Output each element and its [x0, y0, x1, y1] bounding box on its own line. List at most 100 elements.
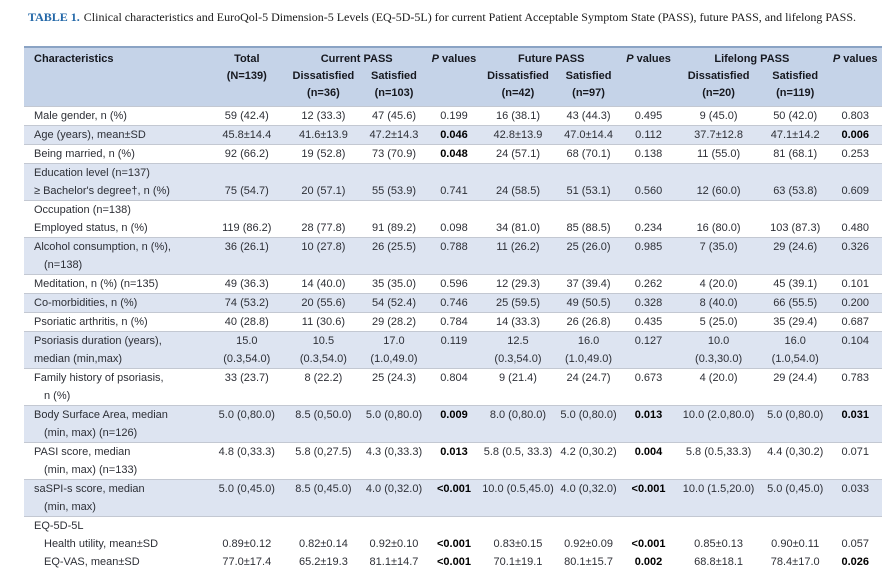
data-cell: 92 (66.2) — [207, 144, 287, 164]
table-row: Body Surface Area, median 5.0 (0,80.0) 8.5… — [24, 405, 882, 424]
data-cell — [286, 424, 361, 443]
data-cell: 16.0 — [761, 331, 829, 350]
row-label: EQ-5D-5L — [34, 520, 84, 532]
table-row: PASI score, median 4.8 (0,33.3) 5.8 (0,27.… — [24, 443, 882, 462]
p-value-cell: 0.560 — [621, 182, 676, 201]
p-value-cell: 0.609 — [828, 182, 882, 201]
data-cell: 12 (29.3) — [480, 274, 556, 294]
data-cell: (0.3,54.0) — [207, 350, 287, 369]
p-value-cell: 0.119 — [427, 331, 481, 350]
header-subgroup: Dissatisfied (n=20) — [675, 68, 762, 107]
p-value-cell: 0.435 — [621, 312, 676, 332]
p-value-cell: <0.001 — [621, 479, 676, 498]
p-value-cell — [621, 461, 676, 480]
p-value-cell — [621, 424, 676, 443]
data-cell — [360, 498, 428, 517]
data-cell: 47.2±14.3 — [360, 125, 428, 145]
data-cell — [207, 424, 287, 443]
p-value-cell — [828, 517, 882, 536]
data-cell: 0.92±0.09 — [564, 538, 613, 550]
data-cell: 35 (29.4) — [761, 312, 829, 332]
p-value-cell: 0.009 — [427, 405, 481, 424]
data-cell — [481, 517, 556, 536]
data-cell — [207, 461, 287, 480]
table-body: Male gender, n (%) 59 (42.4) 12 (33.3) 47 (… — [24, 106, 882, 571]
data-cell — [761, 498, 829, 517]
header-subgroup: Satisfied (n=103) — [360, 68, 428, 107]
data-cell: 26 (26.8) — [555, 312, 622, 332]
data-cell: 10.0 (0.5,45.0) — [480, 479, 556, 498]
data-cell: 43 (44.3) — [555, 106, 622, 126]
data-cell: 12 (33.3) — [286, 106, 361, 126]
data-cell: 8.0 (0,80.0) — [480, 405, 556, 424]
header-subgroup: Dissatisfied (n=42) — [480, 68, 556, 107]
data-cell — [675, 256, 762, 275]
data-cell: 77.0±17.4 — [207, 553, 287, 571]
p-value-cell: 0.788 — [427, 237, 481, 256]
header-subgroup: Satisfied (n=97) — [555, 68, 622, 107]
header-characteristics: Characteristics — [24, 47, 208, 107]
table-row: (min, max) (n=126) — [24, 424, 882, 443]
row-label: Psoriasis duration (years), — [24, 331, 208, 350]
p-value-cell: <0.001 — [427, 553, 481, 571]
p-value-cell — [828, 461, 882, 480]
data-cell: 25 (24.3) — [371, 372, 416, 384]
p-value-cell — [621, 387, 676, 406]
table-row: Meditation, n (%) (n=135) 49 (36.3) 14 (40… — [24, 274, 882, 294]
data-cell — [675, 387, 762, 406]
data-cell — [360, 256, 428, 275]
row-label: Age (years), mean±SD — [24, 125, 208, 145]
table-row: n (%) — [24, 387, 882, 406]
p-value-cell: 0.104 — [828, 331, 882, 350]
data-cell — [286, 163, 361, 182]
p-value-cell: 0.741 — [427, 182, 481, 201]
data-cell: 85 (88.5) — [555, 219, 622, 238]
row-label: EQ-VAS, mean±SD — [24, 553, 208, 571]
table-row: Psoriasis duration (years), 15.0 10.5 17.0 0… — [24, 331, 882, 350]
data-cell — [480, 424, 556, 443]
p-value-cell — [828, 201, 882, 220]
data-cell: 33 (23.7) — [224, 372, 269, 384]
data-cell: 12.5 — [480, 331, 556, 350]
data-cell: 4 (20.0) — [675, 274, 762, 294]
data-cell: 0.82±0.14 — [298, 538, 348, 550]
header-current-pass: Current PASS — [286, 47, 428, 68]
data-cell: (0.3,30.0) — [675, 350, 762, 369]
p-value-cell: 0.127 — [621, 331, 676, 350]
table-row: (min, max) (n=133) — [24, 461, 882, 480]
data-cell: 7 (35.0) — [675, 237, 762, 256]
p-value-cell: <0.001 — [436, 538, 471, 550]
p-value-cell: 0.985 — [621, 237, 676, 256]
data-cell — [555, 517, 622, 536]
data-cell: 80.1±15.7 — [555, 553, 622, 571]
data-cell — [555, 201, 622, 220]
data-cell: 4 (20.0) — [699, 372, 738, 384]
data-cell: 14 (40.0) — [286, 274, 361, 294]
p-value-cell: 0.101 — [828, 274, 882, 294]
data-cell: (1.0,54.0) — [761, 350, 829, 369]
data-cell: (0.3,54.0) — [480, 350, 556, 369]
data-cell — [761, 461, 829, 480]
data-cell: 41.6±13.9 — [286, 125, 361, 145]
data-cell: 0.83±0.15 — [493, 538, 543, 550]
data-cell: 4.8 (0,33.3) — [218, 446, 275, 458]
data-cell — [207, 201, 286, 220]
data-cell: 0.90±0.11 — [771, 538, 820, 550]
data-cell: 45 (39.1) — [761, 274, 829, 294]
table-row: saSPI-s score, median 5.0 (0,45.0) 8.5 (0,… — [24, 479, 882, 498]
table-caption-text: Clinical characteristics and EuroQol-5 D… — [83, 10, 857, 24]
data-cell: 35 (35.0) — [360, 274, 428, 294]
data-cell — [481, 201, 556, 220]
p-value-cell: 0.687 — [828, 312, 882, 332]
p-value-cell: 0.262 — [621, 274, 676, 294]
data-cell: 55 (53.9) — [360, 182, 428, 201]
data-cell: 5.8 (0,27.5) — [295, 446, 352, 458]
data-cell — [286, 498, 361, 517]
data-cell: 26 (25.5) — [360, 237, 428, 256]
p-value-cell: 0.804 — [440, 372, 468, 384]
data-cell — [555, 163, 622, 182]
data-cell — [675, 424, 762, 443]
table-row: Age (years), mean±SD 45.8±14.4 41.6±13.9 47… — [24, 125, 882, 145]
p-value-cell — [427, 163, 481, 182]
